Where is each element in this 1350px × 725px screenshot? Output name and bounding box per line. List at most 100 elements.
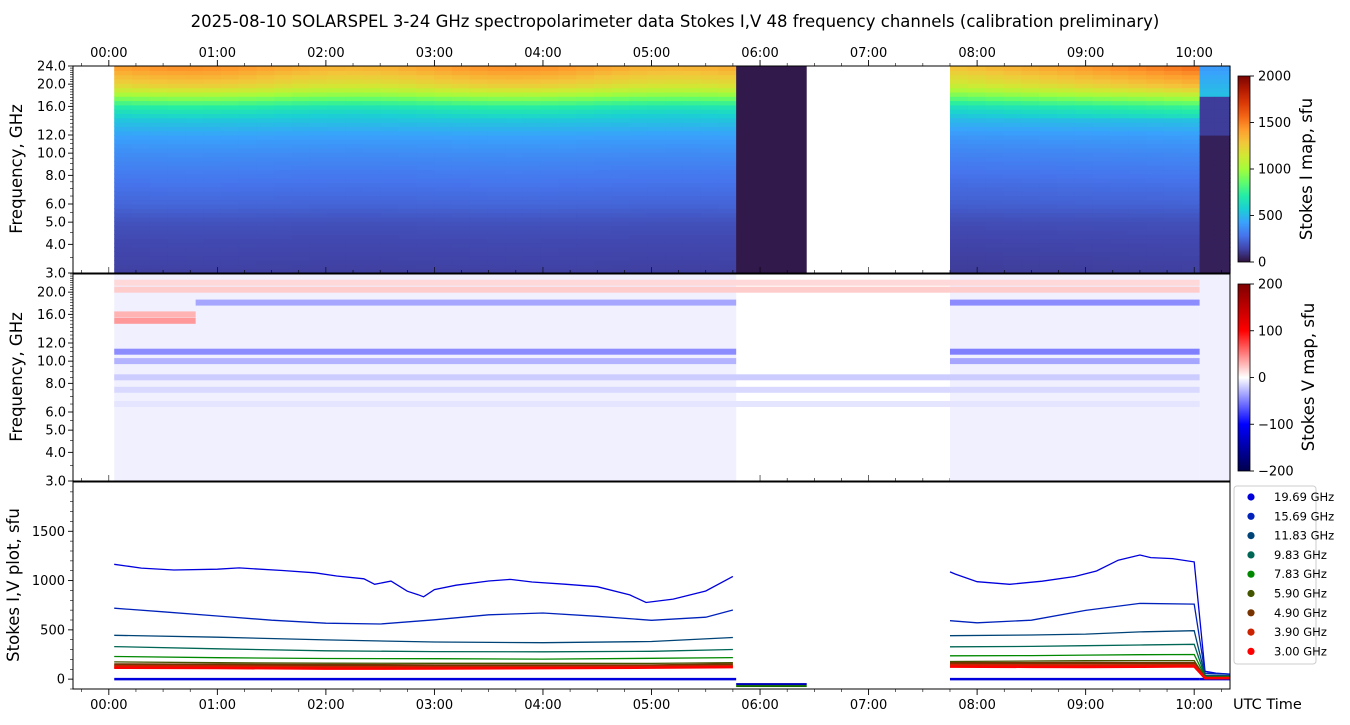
stokes-i-cell bbox=[985, 173, 1004, 179]
stokes-i-cell bbox=[1074, 242, 1094, 248]
stokes-i-cell bbox=[380, 255, 400, 261]
stokes-i-cell bbox=[1146, 221, 1165, 227]
time-tick-label-bottom: 01:00 bbox=[199, 698, 236, 713]
stokes-i-cell bbox=[185, 165, 204, 171]
stokes-i-cell bbox=[1092, 234, 1111, 240]
stokes-i-cell bbox=[469, 83, 488, 89]
stokes-i-cell bbox=[274, 156, 293, 162]
stokes-i-cell bbox=[1092, 186, 1111, 192]
stokes-i-cell bbox=[718, 87, 737, 93]
stokes-i-cell bbox=[700, 165, 719, 171]
stokes-i-cell bbox=[345, 83, 364, 89]
stokes-i-cell bbox=[451, 178, 471, 183]
stokes-i-cell bbox=[167, 221, 186, 227]
stokes-i-cell bbox=[185, 182, 204, 188]
stokes-i-cell bbox=[345, 135, 364, 140]
stokes-i-cell bbox=[1057, 255, 1076, 261]
stokes-i-cell bbox=[274, 242, 293, 248]
stokes-i-cell bbox=[487, 204, 506, 209]
stokes-i-cell bbox=[505, 156, 524, 162]
stokes-i-cell bbox=[967, 212, 987, 218]
stokes-i-cell bbox=[718, 169, 737, 175]
stokes-i-cell bbox=[469, 156, 488, 162]
stokes-i-cell bbox=[1057, 70, 1076, 76]
stokes-i-cell bbox=[132, 268, 151, 274]
stokes-i-cell bbox=[682, 242, 702, 248]
stokes-i-cell bbox=[629, 255, 648, 261]
stokes-i-cell bbox=[327, 165, 346, 171]
stokes-i-cell bbox=[149, 70, 169, 76]
stokes-i-cell bbox=[149, 117, 169, 123]
stokes-i-cell bbox=[132, 91, 151, 97]
stokes-i-cell bbox=[416, 247, 435, 252]
stokes-i-cell bbox=[238, 78, 257, 84]
stokes-i-cell bbox=[398, 208, 417, 214]
stokes-i-cell bbox=[950, 100, 969, 106]
stokes-i-cell bbox=[167, 208, 186, 214]
stokes-i-cell bbox=[327, 104, 346, 110]
stokes-i-cell bbox=[682, 143, 702, 149]
stokes-i-cell bbox=[327, 78, 346, 84]
stokes-i-cell bbox=[451, 251, 471, 257]
stokes-i-cell bbox=[718, 156, 737, 162]
freq-tick-label: 12.0 bbox=[37, 129, 66, 144]
stokes-i-cell bbox=[1199, 117, 1216, 123]
stokes-i-cell bbox=[540, 83, 560, 89]
stokes-i-cell bbox=[309, 178, 329, 183]
stokes-i-cell bbox=[522, 191, 542, 196]
stokes-i-cell bbox=[1146, 212, 1165, 218]
stokes-i-cell bbox=[487, 130, 506, 136]
stokes-i-cell bbox=[1021, 96, 1040, 102]
stokes-i-cell bbox=[665, 182, 684, 188]
stokes-i-cell bbox=[434, 212, 453, 218]
stokes-i-cell bbox=[1214, 109, 1231, 114]
stokes-i-cell bbox=[950, 160, 969, 166]
stokes-i-cell bbox=[1146, 66, 1165, 71]
stokes-i-cell bbox=[950, 117, 969, 123]
stokes-i-cell bbox=[967, 255, 987, 261]
stokes-i-cell bbox=[1199, 212, 1216, 218]
stokes-i-cell bbox=[274, 191, 293, 196]
stokes-i-cell bbox=[1110, 186, 1129, 192]
stokes-i-cell bbox=[363, 130, 382, 136]
stokes-i-cell bbox=[985, 191, 1004, 196]
stokes-i-cell bbox=[611, 242, 631, 248]
stokes-i-cell bbox=[1110, 117, 1129, 123]
stokes-i-cell bbox=[203, 178, 222, 183]
stokes-v-y-ticks: 3.04.05.06.08.010.012.016.020.0 bbox=[37, 273, 73, 490]
stokes-i-cell bbox=[682, 130, 702, 136]
stokes-i-cell bbox=[167, 242, 186, 248]
stokes-i-cell bbox=[291, 122, 311, 127]
stokes-i-cell bbox=[1039, 247, 1058, 252]
stokes-i-cell bbox=[1110, 247, 1129, 252]
stokes-i-cell bbox=[451, 221, 471, 227]
stokes-i-cell bbox=[1074, 204, 1094, 209]
stokes-i-cell bbox=[1163, 199, 1183, 205]
stokes-i-cell bbox=[434, 66, 453, 71]
stokes-i-cell bbox=[256, 255, 275, 261]
stokes-i-cell bbox=[1214, 251, 1231, 257]
stokes-i-cell bbox=[1039, 165, 1058, 171]
legend-label: 5.90 GHz bbox=[1274, 587, 1327, 601]
stokes-i-cell bbox=[700, 238, 719, 244]
stokes-i-cell bbox=[1146, 251, 1165, 257]
stokes-i-cell bbox=[1003, 186, 1022, 192]
stokes-i-cell bbox=[149, 268, 169, 274]
stokes-i-cell bbox=[950, 255, 969, 261]
stokes-i-cell bbox=[114, 173, 133, 179]
stokes-i-cell bbox=[522, 87, 542, 93]
stokes-i-cell bbox=[1214, 104, 1231, 110]
stokes-i-cell bbox=[363, 135, 382, 140]
stokes-i-cell bbox=[950, 169, 969, 175]
stokes-i-cell bbox=[505, 130, 524, 136]
stokes-i-cell bbox=[220, 100, 240, 106]
stokes-i-cell bbox=[700, 70, 719, 76]
stokes-i-cell bbox=[522, 130, 542, 136]
stokes-i-cell bbox=[505, 268, 524, 274]
stokes-i-cell bbox=[220, 216, 240, 222]
stokes-i-cell bbox=[238, 91, 257, 97]
stokes-i-cell bbox=[682, 78, 702, 84]
stokes-i-cell bbox=[1163, 221, 1183, 227]
stokes-i-cell bbox=[185, 135, 204, 140]
stokes-i-cell bbox=[505, 238, 524, 244]
